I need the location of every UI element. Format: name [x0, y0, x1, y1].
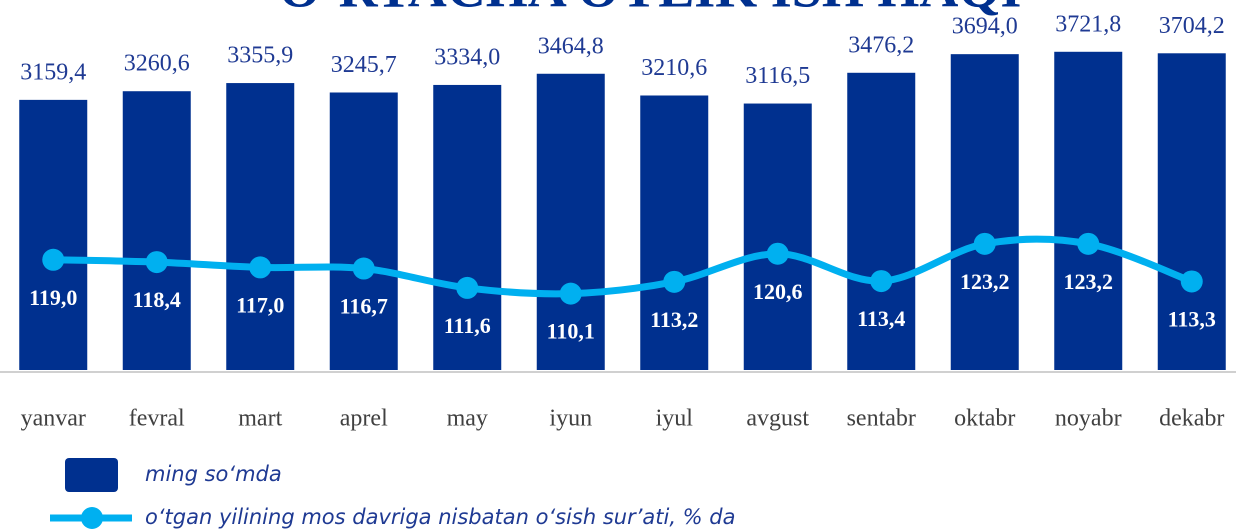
data-label: 123,2 — [960, 269, 1010, 294]
data-label: 3721,8 — [1055, 11, 1121, 37]
x-tick-label: dekabr — [1159, 406, 1224, 432]
line-marker — [766, 242, 789, 265]
x-tick-label: may — [447, 406, 488, 432]
line-marker — [559, 282, 582, 305]
data-label: 117,0 — [236, 292, 284, 317]
x-tick-label: oktabr — [954, 406, 1015, 432]
line-marker — [1077, 232, 1100, 255]
line-marker — [456, 276, 479, 299]
bar — [433, 84, 502, 371]
data-label: 119,0 — [29, 285, 77, 310]
bar — [847, 72, 916, 370]
data-label: 110,1 — [547, 319, 595, 344]
data-label: 3464,8 — [538, 33, 604, 59]
bar — [640, 95, 709, 370]
bar — [743, 103, 812, 371]
x-tick-label: sentabr — [847, 406, 916, 432]
legend-marker — [81, 507, 103, 529]
line-marker — [870, 270, 893, 293]
x-tick-label: noyabr — [1055, 406, 1122, 432]
data-label: 3694,0 — [952, 14, 1018, 40]
data-label: 3260,6 — [124, 51, 190, 77]
data-label: 113,3 — [1168, 307, 1216, 332]
data-label: 3355,9 — [227, 43, 293, 69]
data-label: 116,7 — [340, 294, 388, 319]
data-label: 118,4 — [133, 287, 181, 312]
x-tick-label: iyul — [656, 406, 694, 432]
line-marker — [1180, 270, 1203, 293]
data-label: 120,6 — [753, 279, 803, 304]
data-label: 3210,6 — [641, 55, 707, 81]
x-tick-label: iyun — [549, 406, 592, 432]
data-label: 3476,2 — [848, 32, 914, 58]
data-label: 3116,5 — [745, 63, 810, 89]
bar — [226, 83, 295, 370]
data-label: 113,4 — [857, 306, 905, 331]
data-label: 3245,7 — [331, 52, 397, 78]
data-label: 3159,4 — [20, 59, 86, 85]
bar — [950, 54, 1019, 371]
line-marker — [663, 270, 686, 293]
data-label: 3704,2 — [1159, 13, 1225, 39]
x-tick-label: fevral — [129, 406, 185, 432]
bar — [1054, 51, 1123, 370]
bar — [122, 91, 191, 371]
line-marker — [42, 248, 65, 271]
data-label: 3334,0 — [434, 44, 500, 70]
chart-title: O‘RTACHA OYLIK ISH HAQI — [279, 0, 1022, 18]
line-marker — [145, 251, 168, 274]
line — [53, 235, 1193, 298]
legend-label: ming so‘mda — [145, 462, 282, 486]
bar — [19, 99, 88, 370]
line-marker — [249, 256, 272, 279]
legend-label: o‘tgan yilining mos davriga nisbatan o‘s… — [145, 505, 736, 529]
x-tick-label: aprel — [340, 406, 388, 432]
bar — [1157, 53, 1226, 371]
x-tick-label: avgust — [746, 406, 809, 432]
line-marker — [973, 232, 996, 255]
x-tick-label: yanvar — [21, 406, 86, 432]
data-label: 113,2 — [650, 307, 698, 332]
x-tick-label: mart — [238, 406, 282, 432]
legend-swatch — [65, 458, 118, 492]
bar — [536, 73, 605, 371]
data-label: 111,6 — [444, 313, 491, 338]
data-label: 123,2 — [1064, 269, 1114, 294]
bar — [329, 92, 398, 371]
line-marker — [352, 257, 375, 280]
